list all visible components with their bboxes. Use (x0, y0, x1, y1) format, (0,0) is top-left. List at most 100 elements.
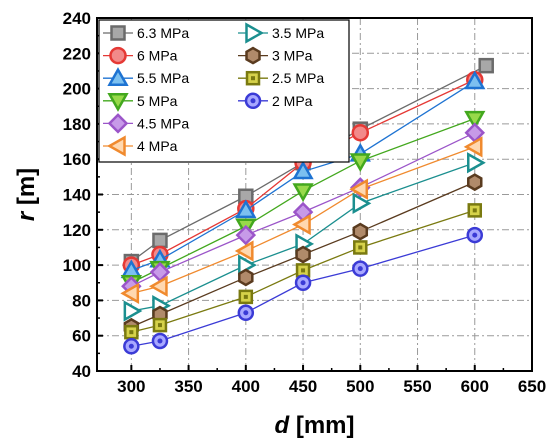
legend-label: 5 MPa (137, 93, 178, 109)
legend-marker (109, 46, 127, 65)
legend-item: 4 MPa (103, 135, 178, 157)
data-point (352, 192, 372, 214)
legend-label: 4 MPa (137, 138, 178, 154)
x-axis-symbol: d (274, 412, 290, 439)
legend-marker (107, 113, 129, 134)
series-2-mpa (123, 226, 484, 355)
x-tick-label: 500 (346, 377, 374, 396)
legend-item: 3.5 MPa (238, 22, 324, 44)
data-point (152, 317, 168, 333)
x-tick-label: 350 (174, 377, 202, 396)
y-tick-label: 100 (63, 256, 91, 275)
legend-marker (110, 25, 126, 41)
y-tick-label: 60 (72, 327, 91, 346)
data-point (295, 245, 311, 264)
legend: 6.3 MPa 6 MPa 5.5 MPa 5 MPa 4.5 MPa 4 MPa 3.5 … (98, 19, 350, 163)
y-tick-label: 80 (72, 291, 91, 310)
legend-label: 2.5 MPa (272, 70, 324, 86)
axis-layer: 300 350 400 450 500 550 600 650 40 60 80 100 120 140 1… (63, 9, 547, 396)
series-6-mpa (122, 71, 484, 274)
y-axis-unit: [m] (13, 168, 40, 212)
x-tick-label: 400 (232, 377, 260, 396)
legend-marker (107, 93, 129, 112)
legend-item: 5.5 MPa (103, 67, 189, 86)
legend-item: 5 MPa (103, 93, 178, 112)
series-2-5-mpa (124, 203, 483, 340)
data-point (148, 275, 168, 297)
legend-marker (245, 22, 265, 44)
data-point (467, 203, 483, 218)
data-point (292, 213, 311, 236)
data-point (292, 183, 314, 203)
legend-marker (107, 67, 129, 86)
legend-marker (106, 135, 126, 157)
data-point (464, 70, 486, 90)
series-6-3-mpa (123, 57, 494, 270)
series-layer (120, 57, 494, 355)
y-tick-label: 180 (63, 115, 91, 134)
legend-marker (245, 70, 261, 86)
data-point (152, 232, 168, 249)
data-point (467, 173, 483, 192)
legend-marker (245, 46, 261, 65)
legend-label: 5.5 MPa (137, 70, 189, 86)
x-tick-label: 600 (461, 377, 489, 396)
data-point (294, 274, 312, 291)
data-point (238, 289, 254, 305)
legend-box (98, 19, 350, 163)
data-point (237, 304, 255, 322)
data-point (464, 110, 486, 130)
data-point (123, 338, 140, 355)
data-point (351, 123, 370, 142)
data-point (353, 240, 368, 255)
legend-item: 2 MPa (238, 92, 313, 110)
y-tick-label: 240 (63, 9, 91, 28)
x-axis-title: d [mm] (274, 412, 354, 439)
y-axis-symbol: r (13, 210, 40, 221)
series-3-mpa (123, 173, 483, 336)
data-point (352, 222, 369, 241)
legend-item: 6.3 MPa (103, 25, 189, 41)
data-point (292, 160, 314, 180)
data-point (238, 268, 254, 287)
legend-label: 6.3 MPa (137, 25, 189, 41)
data-point (466, 226, 484, 244)
data-point (235, 224, 257, 246)
legend-label: 3.5 MPa (272, 25, 324, 41)
y-tick-label: 200 (63, 80, 91, 99)
data-point (124, 324, 139, 340)
x-tick-label: 300 (117, 377, 145, 396)
y-tick-label: 140 (63, 186, 91, 205)
y-tick-label: 40 (72, 362, 91, 381)
legend-item: 6 MPa (103, 46, 178, 65)
legend-label: 3 MPa (272, 48, 313, 64)
y-tick-label: 120 (63, 221, 91, 240)
x-tick-label: 450 (289, 377, 317, 396)
data-point (235, 199, 257, 219)
x-axis-unit: [mm] (289, 412, 354, 439)
data-point (151, 332, 169, 350)
data-point (349, 178, 369, 200)
data-point (463, 136, 483, 158)
data-point (234, 240, 254, 262)
y-tick-label: 220 (63, 44, 91, 63)
legend-label: 4.5 MPa (137, 115, 189, 131)
legend-label: 6 MPa (137, 48, 178, 64)
data-point (467, 152, 486, 174)
y-axis-title: r [m] (13, 168, 40, 221)
legend-marker (244, 92, 262, 110)
legend-item: 3 MPa (238, 46, 313, 65)
data-point (120, 282, 140, 304)
legend-item: 4.5 MPa (103, 113, 189, 134)
data-point (478, 57, 494, 74)
series-4-mpa (120, 136, 483, 304)
data-point (349, 153, 371, 173)
y-tick-label: 160 (63, 150, 91, 169)
x-tick-label: 650 (518, 377, 546, 396)
data-point (123, 300, 143, 322)
legend-label: 2 MPa (272, 93, 313, 109)
x-tick-label: 550 (403, 377, 431, 396)
data-point (352, 260, 369, 277)
legend-item: 2.5 MPa (238, 70, 324, 86)
